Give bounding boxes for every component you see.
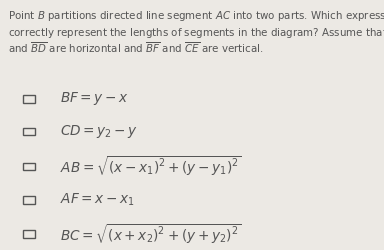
Text: $AB = \sqrt{(x - x_1)^2 + (y - y_1)^2}$: $AB = \sqrt{(x - x_1)^2 + (y - y_1)^2}$ [60, 154, 242, 178]
Text: $CD = y_2 - y$: $CD = y_2 - y$ [60, 123, 138, 140]
Text: $BF = y - x$: $BF = y - x$ [60, 90, 128, 107]
Text: and $\overline{BD}$ are horizontal and $\overline{BF}$ and $\overline{CE}$ are v: and $\overline{BD}$ are horizontal and $… [8, 40, 264, 55]
Text: $AF = x - x_1$: $AF = x - x_1$ [60, 192, 134, 208]
Text: Point $B$ partitions directed line segment $AC$ into two parts. Which expression: Point $B$ partitions directed line segme… [8, 9, 384, 23]
Text: correctly represent the lengths of segments in the diagram? Assume that $\overli: correctly represent the lengths of segme… [8, 24, 384, 41]
Text: $BC = \sqrt{(x + x_2)^2 + (y + y_2)^2}$: $BC = \sqrt{(x + x_2)^2 + (y + y_2)^2}$ [60, 222, 241, 246]
